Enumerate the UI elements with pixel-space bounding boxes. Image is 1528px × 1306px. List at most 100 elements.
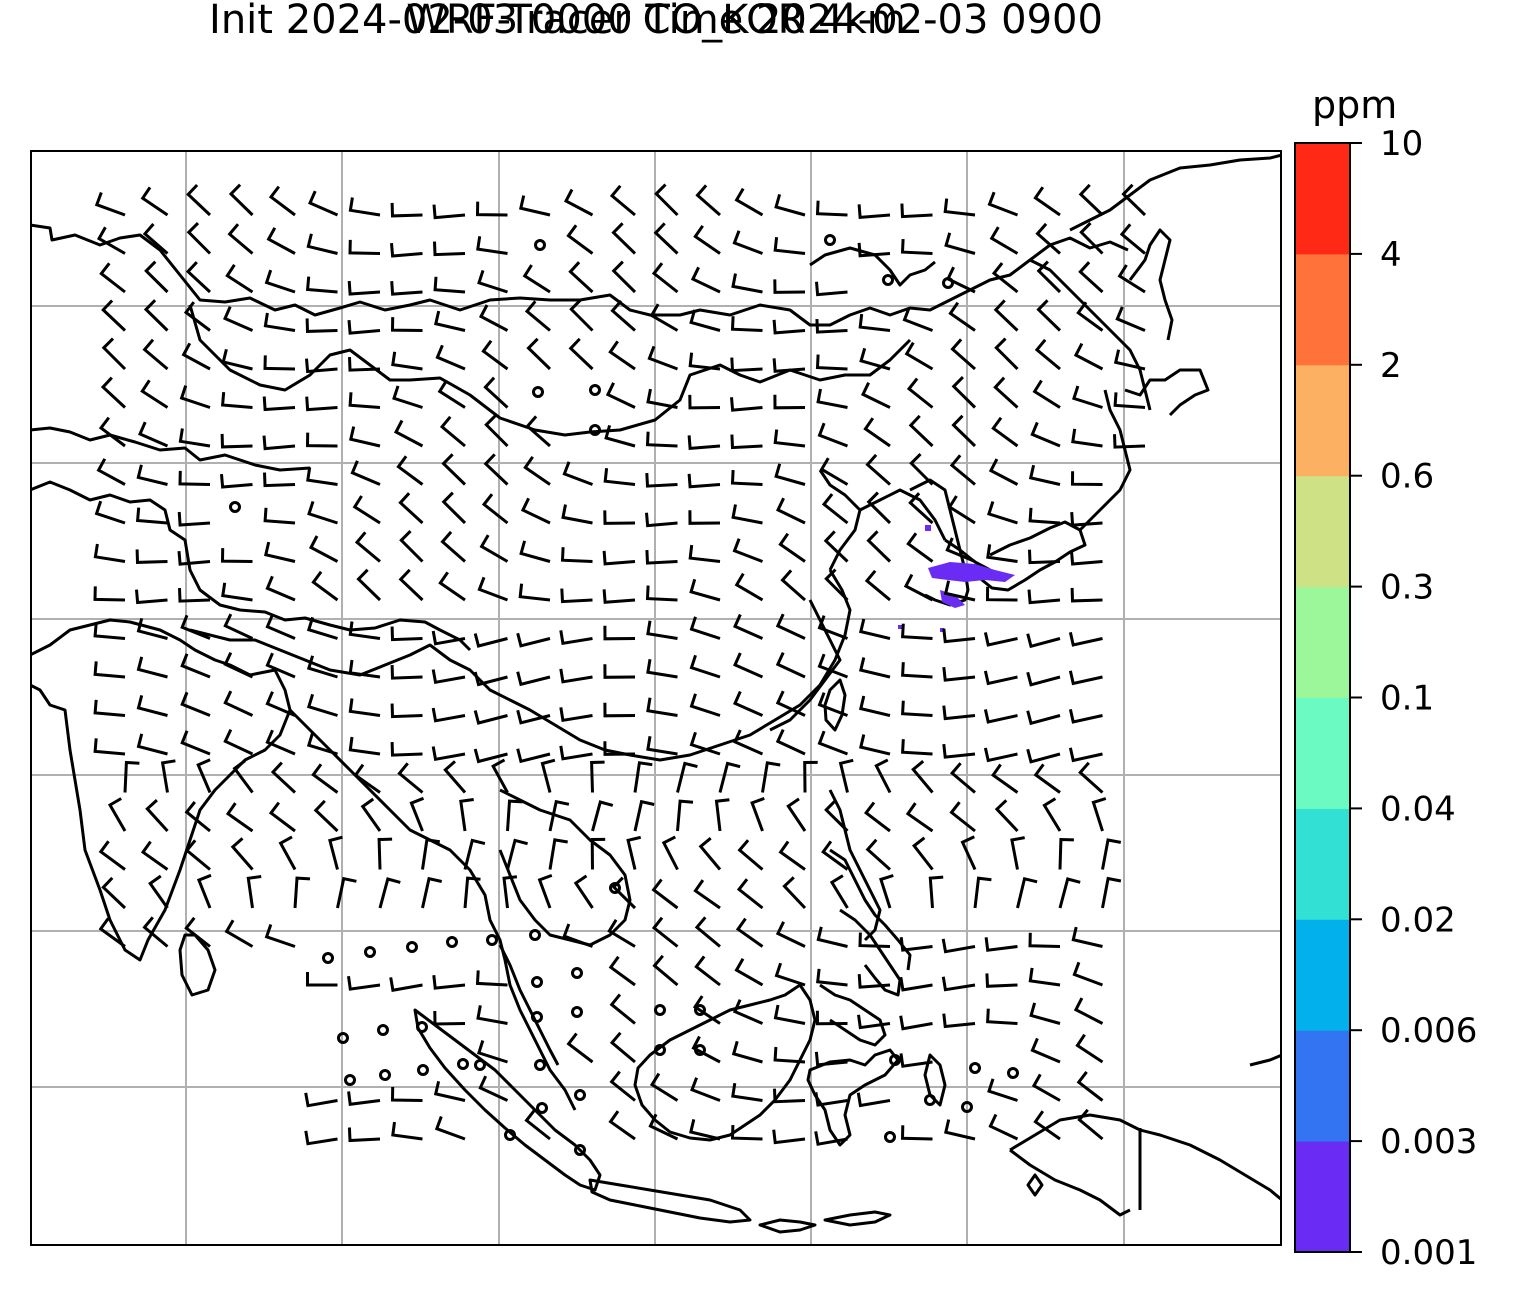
colorbar-tick-label: 2 bbox=[1380, 346, 1402, 386]
wind-barb bbox=[988, 1113, 1019, 1141]
wind-barb bbox=[611, 876, 637, 910]
wind-barb bbox=[731, 1082, 763, 1102]
wind-barb bbox=[433, 1010, 466, 1026]
wind-barb bbox=[695, 184, 721, 217]
wind-barb bbox=[1026, 633, 1061, 649]
wind-barb bbox=[268, 185, 296, 217]
wind-barb bbox=[93, 738, 126, 756]
wind-barb bbox=[817, 730, 849, 756]
wind-barb bbox=[736, 878, 764, 910]
wind-barb bbox=[856, 1092, 891, 1108]
wind-barb bbox=[857, 973, 891, 989]
wind-barb bbox=[1033, 186, 1061, 217]
wind-barb bbox=[610, 299, 636, 332]
wind-barb bbox=[183, 301, 211, 332]
wind-barb bbox=[263, 507, 296, 525]
wind-barb bbox=[1016, 876, 1038, 909]
calm-wind-marker bbox=[924, 1094, 936, 1106]
wind-barb bbox=[904, 341, 934, 371]
wind-barb bbox=[360, 797, 382, 832]
wind-barb bbox=[308, 190, 339, 217]
wind-barb bbox=[773, 394, 806, 410]
wind-barb bbox=[689, 578, 721, 602]
wind-barb bbox=[1036, 299, 1062, 332]
wind-barb bbox=[516, 671, 551, 687]
wind-barb bbox=[1071, 428, 1103, 448]
wind-barb bbox=[603, 702, 636, 718]
wind-barb bbox=[633, 761, 653, 793]
wind-barb bbox=[714, 798, 730, 832]
wind-barb bbox=[177, 550, 211, 566]
calm-wind-marker bbox=[654, 1004, 666, 1016]
wind-barb bbox=[473, 633, 508, 648]
wind-barb bbox=[676, 761, 698, 793]
wind-barb bbox=[608, 955, 636, 987]
wind-barb bbox=[775, 651, 806, 679]
wind-barb bbox=[987, 191, 1019, 217]
wind-barb bbox=[562, 923, 594, 948]
wind-barb bbox=[1076, 301, 1104, 332]
wind-barb bbox=[858, 734, 891, 756]
wind-barb bbox=[463, 838, 486, 870]
wind-barb bbox=[347, 975, 381, 991]
wind-barb bbox=[140, 186, 169, 217]
wind-barb bbox=[773, 1046, 806, 1064]
wind-barb bbox=[603, 664, 636, 679]
wind-barb bbox=[562, 461, 594, 486]
wind-barb bbox=[178, 428, 211, 448]
wind-barb bbox=[693, 879, 721, 910]
wind-barb bbox=[991, 763, 1019, 794]
wind-barb bbox=[689, 731, 721, 756]
wind-barb bbox=[815, 354, 848, 371]
wind-barb bbox=[93, 543, 126, 563]
wind-barb bbox=[221, 348, 253, 371]
wind-barb bbox=[523, 455, 551, 486]
wind-barb bbox=[689, 654, 721, 679]
wind-barb bbox=[819, 457, 849, 486]
wind-barb bbox=[986, 1008, 1018, 1025]
wind-barb bbox=[1075, 1033, 1104, 1064]
wind-barb bbox=[475, 201, 508, 217]
wind-barb bbox=[308, 535, 339, 563]
wind-barb bbox=[590, 760, 605, 793]
wind-barb bbox=[817, 615, 849, 640]
wind-barb bbox=[772, 1129, 806, 1145]
wind-barb bbox=[905, 802, 934, 833]
wind-barb bbox=[989, 226, 1019, 255]
wind-barb bbox=[858, 695, 891, 717]
wind-barb bbox=[942, 705, 976, 721]
wind-barb bbox=[983, 632, 1018, 647]
colorbar-ticks: 0.001 0.003 0.006 0.02 0.04 0.1 0.3 0.6 2 4 10 bbox=[1350, 124, 1477, 1273]
calm-wind-marker bbox=[536, 1102, 548, 1114]
wind-barb bbox=[899, 937, 933, 952]
wind-barb bbox=[942, 628, 976, 644]
wind-barb bbox=[773, 237, 806, 255]
wind-barb bbox=[348, 239, 381, 255]
wind-barb bbox=[608, 1110, 636, 1141]
wind-barb bbox=[775, 921, 806, 948]
map-panel bbox=[30, 150, 1282, 1246]
wind-barb bbox=[688, 544, 721, 563]
wind-barb bbox=[603, 625, 636, 641]
wind-barb bbox=[602, 550, 636, 566]
wind-barb bbox=[393, 419, 424, 448]
wind-barb bbox=[899, 1015, 933, 1031]
wind-barb bbox=[432, 204, 466, 220]
wind-barb bbox=[817, 422, 849, 448]
wind-barb bbox=[603, 741, 636, 756]
wind-barb bbox=[786, 797, 807, 832]
calm-wind-marker bbox=[534, 239, 546, 251]
wind-barb bbox=[661, 835, 679, 871]
wind-barb bbox=[477, 576, 509, 602]
wind-barb bbox=[863, 801, 891, 833]
wind-barb bbox=[433, 1080, 466, 1102]
wind-barb bbox=[861, 382, 891, 409]
wind-barb bbox=[945, 537, 976, 563]
wind-barb bbox=[1032, 379, 1061, 409]
wind-barb bbox=[396, 455, 424, 486]
wind-barb bbox=[732, 999, 764, 1025]
wind-barb bbox=[483, 453, 509, 486]
calm-wind-marker bbox=[574, 1089, 586, 1101]
wind-barb bbox=[377, 837, 393, 870]
wind-barb bbox=[733, 652, 764, 679]
